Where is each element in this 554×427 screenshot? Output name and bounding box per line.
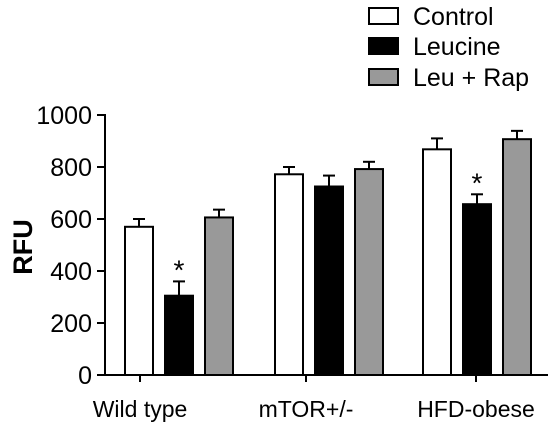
- significance-marker: *: [174, 254, 185, 285]
- bar: [422, 148, 452, 376]
- bar: [314, 185, 344, 376]
- legend-swatch: [368, 37, 399, 55]
- y-axis-label: RFU: [8, 219, 38, 275]
- annotations: **: [174, 167, 483, 285]
- bar: [204, 216, 234, 376]
- bar: [502, 138, 532, 376]
- y-tick-label: 1000: [36, 102, 92, 130]
- bars: [124, 129, 532, 377]
- bar: [164, 294, 194, 377]
- legend-swatch: [368, 68, 399, 86]
- x-tick-label: Wild type: [93, 396, 188, 422]
- y-tick-label: 600: [50, 206, 92, 234]
- significance-marker: *: [472, 167, 483, 198]
- bar: [274, 173, 304, 376]
- y-axis-ticks: 0 200 400 600 800 1000: [36, 102, 105, 390]
- y-tick-label: 200: [50, 310, 92, 338]
- y-tick-label: 400: [50, 258, 92, 286]
- x-tick-label: HFD-obese: [417, 396, 535, 422]
- legend-label: Control: [413, 3, 494, 31]
- y-tick-label: 0: [78, 362, 92, 390]
- legend-label: Leu + Rap: [413, 64, 529, 92]
- x-tick-label: mTOR+/-: [259, 396, 354, 422]
- legend-swatch: [368, 7, 399, 25]
- bar: [124, 225, 154, 376]
- x-axis-ticks: Wild type mTOR+/- HFD-obese: [93, 375, 535, 422]
- legend-label: Leucine: [413, 33, 501, 61]
- bar: [354, 168, 384, 376]
- axes: [104, 114, 548, 376]
- bar: [462, 203, 492, 376]
- y-tick-label: 800: [50, 154, 92, 182]
